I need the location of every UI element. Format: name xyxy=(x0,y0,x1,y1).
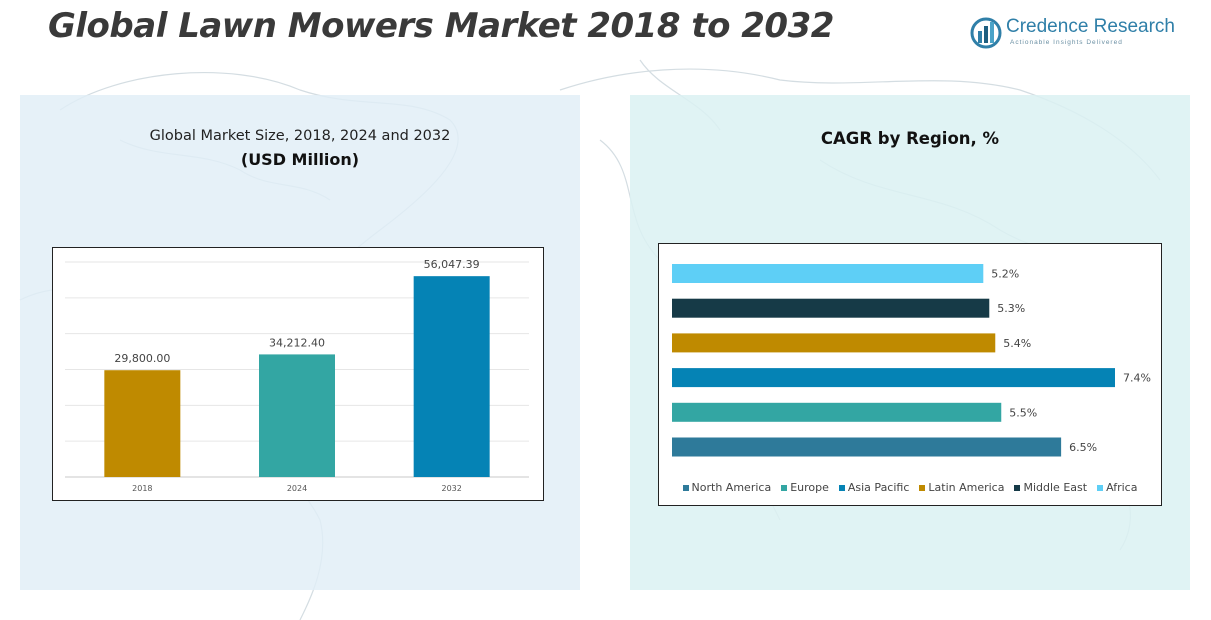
cagr-chart-svg: 5.2% 5.3% 5.4% 7.4% 5.5% 6.5% xyxy=(672,264,1151,457)
cagr-chart: 5.2% 5.3% 5.4% 7.4% 5.5% 6.5% North America Eu… xyxy=(658,243,1162,506)
x-tick-label: 2018 xyxy=(132,484,152,493)
legend-label: Africa xyxy=(1106,481,1138,494)
bar-2018 xyxy=(104,370,181,477)
market-size-chart-svg: 29,800.00 2018 34,212.40 2024 56,047.39 2032 xyxy=(65,258,529,493)
legend-swatch xyxy=(838,484,845,491)
market-size-chart-title: Global Market Size, 2018, 2024 and 2032 xyxy=(149,128,451,144)
cagr-bar-africa xyxy=(672,264,984,283)
cagr-legend: North America Europe Asia Pacific Latin Ame… xyxy=(659,481,1161,494)
bar-chart-globe-icon xyxy=(970,17,1002,49)
page-title: Global Lawn Mowers Market 2018 to 2032 xyxy=(48,6,834,46)
legend-label: North America xyxy=(691,481,772,494)
legend-item: Middle East xyxy=(1014,481,1087,494)
legend-item: Europe xyxy=(781,481,829,494)
legend-item: Asia Pacific xyxy=(838,481,910,494)
bar-2024 xyxy=(259,354,335,477)
legend-swatch xyxy=(1014,484,1021,491)
bar-data-label: 56,047.39 xyxy=(424,258,480,271)
legend-item: North America xyxy=(682,481,772,494)
legend-swatch xyxy=(919,484,926,491)
legend-label: Latin America xyxy=(928,481,1005,494)
legend-label: Europe xyxy=(790,481,829,494)
cagr-data-label: 5.4% xyxy=(1003,337,1031,350)
logo-name: Credence Research xyxy=(1006,16,1175,37)
cagr-bar-asia-pacific xyxy=(672,368,1115,388)
bar-2032 xyxy=(413,276,490,477)
credence-research-logo[interactable]: Credence Research Actionable Insights De… xyxy=(970,14,1175,54)
cagr-bar-europe xyxy=(672,402,1002,422)
legend-swatch xyxy=(781,484,788,491)
logo-tagline: Actionable Insights Delivered xyxy=(1010,39,1123,46)
cagr-data-label: 5.3% xyxy=(997,302,1025,315)
legend-swatch xyxy=(1097,484,1104,491)
legend-swatch xyxy=(682,484,689,491)
market-size-chart: 29,800.00 2018 34,212.40 2024 56,047.39 2032 xyxy=(52,247,544,501)
market-size-chart-subtitle: (USD Million) xyxy=(240,150,360,169)
bar-data-label: 34,212.40 xyxy=(269,336,325,349)
legend-item: Africa xyxy=(1097,481,1137,494)
legend-label: Middle East xyxy=(1023,481,1088,494)
x-tick-label: 2032 xyxy=(441,484,461,493)
legend-item: Latin America xyxy=(919,481,1004,494)
cagr-bar-north-america xyxy=(672,437,1062,457)
cagr-data-label: 7.4% xyxy=(1123,372,1151,385)
cagr-bar-middle-east xyxy=(672,298,990,318)
cagr-data-label: 5.5% xyxy=(1009,406,1037,419)
legend-label: Asia Pacific xyxy=(847,481,910,494)
x-tick-label: 2024 xyxy=(287,484,307,493)
cagr-data-label: 6.5% xyxy=(1069,441,1097,454)
cagr-bar-latin-america xyxy=(672,333,996,353)
bar-data-label: 29,800.00 xyxy=(114,352,170,365)
cagr-data-label: 5.2% xyxy=(991,268,1019,281)
cagr-chart-title: CAGR by Region, % xyxy=(820,129,1000,148)
